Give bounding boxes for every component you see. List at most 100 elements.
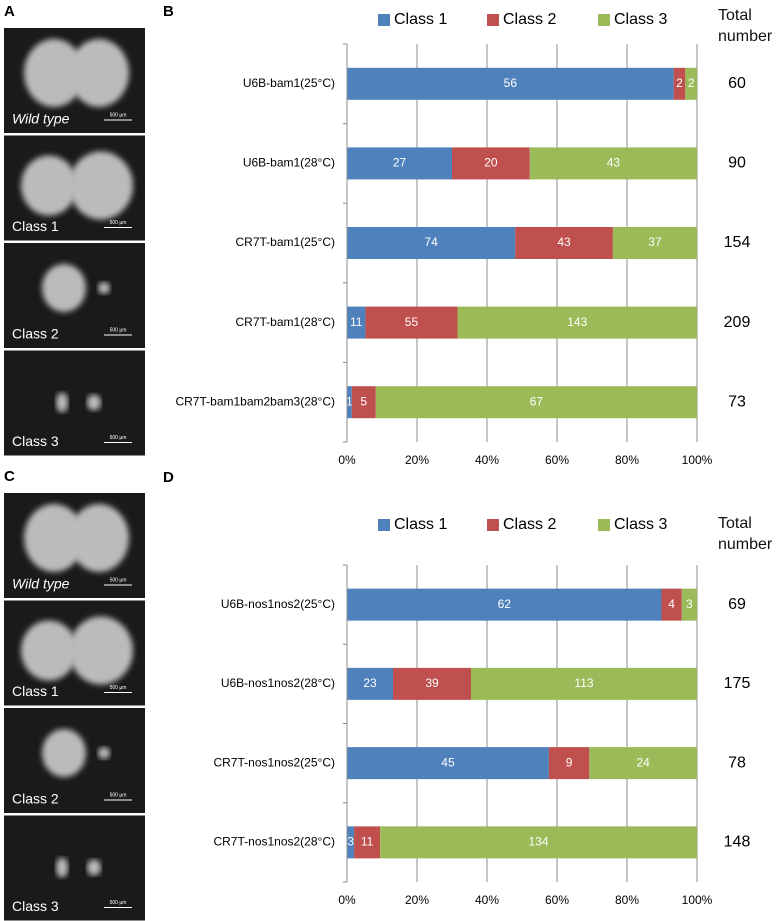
tissue	[69, 39, 129, 107]
value-label: 24	[636, 755, 650, 769]
scale-bar-label: 500 µm	[110, 577, 127, 583]
category-label: CR7T-nos1nos2(25°C)	[213, 755, 335, 769]
x-tick-label: 20%	[405, 453, 429, 467]
legend-label: Class 2	[503, 11, 556, 28]
x-tick-label: 100%	[682, 453, 713, 467]
panel-letter: A	[4, 3, 15, 20]
value-label: 37	[648, 235, 662, 249]
tissue	[42, 264, 86, 312]
tissue	[98, 747, 110, 759]
tissue	[69, 504, 129, 572]
category-label: CR7T-bam1(25°C)	[236, 235, 336, 249]
value-label: 2	[676, 76, 683, 90]
bar-segment	[347, 147, 452, 180]
x-tick-label: 80%	[615, 893, 639, 907]
scale-bar-label: 500 µm	[110, 327, 127, 333]
bar-segment	[351, 386, 376, 419]
total-value: 73	[728, 393, 746, 410]
tissue	[87, 859, 101, 876]
image-label: Class 1	[12, 683, 59, 699]
micrograph	[4, 350, 145, 456]
total-value: 90	[728, 155, 746, 172]
bar-segment	[393, 667, 471, 700]
tissue	[21, 620, 77, 681]
category-label: CR7T-nos1nos2(28°C)	[213, 835, 335, 849]
image-label: Class 3	[12, 898, 59, 914]
total-value: 209	[724, 314, 751, 331]
value-label: 11	[361, 835, 374, 849]
legend-swatch	[378, 519, 390, 531]
scale-bar-label: 500 µm	[110, 220, 127, 226]
total-value: 175	[724, 675, 751, 692]
legend-swatch	[487, 519, 499, 531]
bar-segment	[380, 826, 697, 859]
legend-swatch	[487, 14, 499, 26]
legend-swatch	[598, 14, 610, 26]
legend-label: Class 1	[394, 11, 447, 28]
value-label: 113	[574, 676, 593, 690]
total-value: 69	[728, 596, 746, 613]
totals-header: Total number	[718, 7, 773, 45]
bar-segment	[685, 67, 697, 100]
value-label: 23	[363, 676, 377, 690]
x-tick-label: 40%	[475, 453, 499, 467]
value-label: 56	[504, 76, 518, 90]
bar-segment	[548, 747, 590, 780]
legend-swatch	[378, 14, 390, 26]
value-label: 27	[393, 156, 407, 170]
x-tick-label: 0%	[338, 453, 356, 467]
scale-bar-label: 500 µm	[110, 900, 127, 906]
bar-segment	[354, 826, 381, 859]
category-label: U6B-nos1nos2(28°C)	[221, 676, 335, 690]
x-tick-label: 60%	[545, 893, 569, 907]
value-label: 11	[350, 315, 363, 329]
tissue	[69, 151, 133, 220]
bar-segment	[347, 227, 516, 259]
category-label: CR7T-bam1bam2bam3(28°C)	[175, 394, 335, 408]
image-label: Wild type	[12, 576, 70, 592]
bar-segment	[515, 227, 613, 259]
bar-segment	[589, 747, 697, 780]
value-label: 5	[360, 394, 367, 408]
category-label: U6B-bam1(25°C)	[243, 76, 335, 90]
bar-segment	[375, 386, 697, 419]
category-label: U6B-nos1nos2(25°C)	[221, 597, 335, 611]
value-label: 1	[346, 394, 353, 408]
tissue	[56, 857, 68, 878]
image-label: Class 3	[12, 433, 59, 449]
x-tick-label: 0%	[338, 893, 356, 907]
x-tick-label: 20%	[405, 893, 429, 907]
panel-letter: B	[163, 3, 174, 20]
x-tick-label: 100%	[682, 893, 713, 907]
total-value: 154	[724, 234, 751, 251]
bar-segment	[612, 227, 697, 259]
tissue	[42, 729, 86, 777]
value-label: 45	[441, 755, 455, 769]
value-label: 4	[668, 597, 675, 611]
image-label: Wild type	[12, 111, 70, 127]
legend-label: Class 3	[614, 11, 667, 28]
bar-segment	[661, 588, 682, 621]
scale-bar-label: 500 µm	[110, 685, 127, 691]
x-tick-label: 40%	[475, 893, 499, 907]
tissue	[69, 616, 133, 685]
panel-letter: C	[4, 468, 15, 485]
total-value: 148	[724, 834, 751, 851]
legend-label: Class 3	[614, 516, 667, 533]
category-label: CR7T-bam1(28°C)	[236, 315, 336, 329]
tissue	[56, 392, 68, 413]
value-label: 67	[530, 394, 544, 408]
bar-segment	[673, 67, 686, 100]
value-label: 20	[484, 156, 498, 170]
bar-segment	[347, 667, 393, 700]
bar-segment	[452, 147, 530, 180]
total-value: 78	[728, 754, 746, 771]
legend-swatch	[598, 519, 610, 531]
legend-label: Class 1	[394, 516, 447, 533]
value-label: 39	[425, 676, 439, 690]
value-label: 74	[424, 235, 438, 249]
value-label: 43	[557, 235, 571, 249]
value-label: 62	[498, 597, 512, 611]
tissue	[21, 155, 77, 216]
